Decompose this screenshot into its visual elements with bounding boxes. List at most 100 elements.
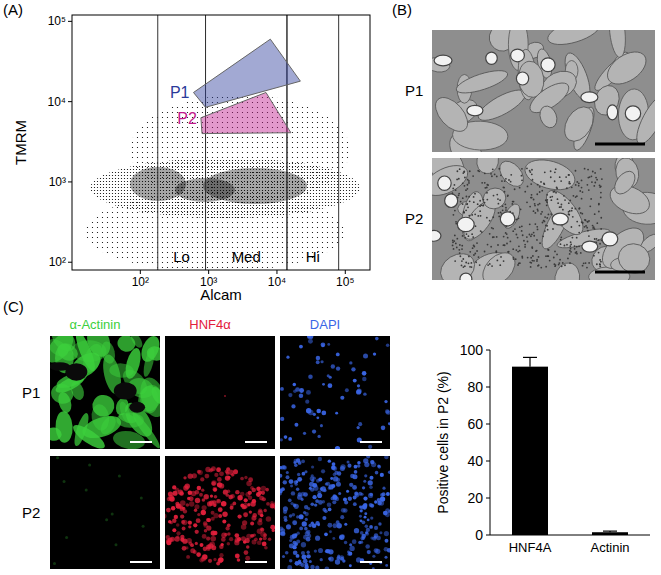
stained-nucleus [375, 549, 380, 554]
granule [567, 257, 569, 259]
granule [490, 173, 492, 175]
cell [611, 167, 640, 197]
stained-nucleus [290, 535, 295, 540]
stained-nucleus [294, 464, 298, 468]
category-label: HNF4A [509, 540, 552, 555]
stained-nucleus [299, 514, 304, 519]
stained-nucleus [363, 354, 368, 359]
granule [568, 213, 570, 215]
stained-nucleus [344, 523, 347, 526]
stained-nucleus [360, 541, 363, 544]
stained-nucleus [374, 500, 377, 503]
granule [573, 195, 575, 197]
granule [465, 189, 467, 191]
stained-nucleus [303, 511, 306, 514]
panel-label: (B) [392, 1, 412, 18]
stained-nucleus [183, 485, 188, 490]
granule [482, 205, 484, 207]
stained-nucleus [188, 474, 193, 479]
stained-nucleus [284, 518, 288, 522]
granule [550, 196, 552, 198]
stained-nucleus [388, 422, 390, 425]
stained-nucleus [351, 367, 355, 371]
stained-nucleus [348, 552, 352, 556]
rounded-cell [581, 92, 598, 103]
granule [582, 222, 584, 224]
stained-nucleus [291, 491, 295, 495]
x-axis-label: Alcam [200, 286, 242, 303]
stained-nucleus [346, 490, 349, 493]
stained-nucleus [217, 477, 222, 482]
granule [547, 229, 549, 231]
stained-nucleus [221, 501, 227, 507]
stained-nucleus [316, 416, 319, 419]
stained-nucleus [294, 423, 298, 427]
y-axis-label: TMRM [12, 120, 29, 165]
scale-bar [360, 441, 382, 443]
granule [586, 221, 588, 223]
granule [465, 262, 467, 264]
granule [521, 225, 523, 227]
granule [529, 223, 531, 225]
granule [530, 257, 532, 259]
image-background [280, 456, 390, 569]
stained-nucleus [362, 377, 366, 381]
granule [593, 255, 595, 257]
faint-signal [140, 497, 143, 500]
stained-nucleus [223, 490, 228, 495]
stained-nucleus [364, 474, 367, 477]
figure: (A)(B)(C)LoMedHiP1P210²10³10⁴10⁵10²10³10… [0, 0, 661, 575]
granule [480, 204, 482, 206]
stained-nucleus [289, 559, 292, 562]
stained-nucleus [189, 501, 194, 506]
granule [507, 251, 509, 253]
granule [532, 179, 534, 181]
granule [481, 182, 483, 184]
granule [486, 199, 488, 201]
stained-nucleus [335, 446, 340, 449]
y-tick-label: 10⁵ [48, 14, 66, 28]
granule [569, 245, 571, 247]
granule [521, 175, 523, 177]
faint-signal [111, 512, 114, 515]
granule [554, 171, 556, 173]
stained-nucleus [166, 535, 170, 539]
granule [492, 216, 494, 218]
stained-nucleus [329, 530, 332, 533]
stained-nucleus [264, 546, 268, 550]
y-tick-label: 10⁴ [47, 95, 66, 109]
granule [471, 233, 473, 235]
granule [471, 214, 473, 216]
granule [556, 187, 558, 189]
rounded-cell [486, 52, 498, 64]
granule [533, 260, 535, 262]
granule [568, 183, 570, 185]
granule [576, 181, 578, 183]
granule [564, 245, 566, 247]
granule [600, 192, 602, 194]
granule [519, 250, 521, 252]
stained-nucleus [307, 507, 310, 510]
stained-nucleus [386, 492, 390, 496]
stained-nucleus [176, 523, 180, 527]
gate-line [286, 15, 287, 270]
y-tick-label: 100 [460, 342, 484, 358]
granule [480, 230, 482, 232]
granule [578, 225, 580, 227]
granule [543, 183, 545, 185]
granule [504, 191, 506, 193]
granule [599, 266, 601, 268]
stained-nucleus [286, 475, 290, 479]
stained-nucleus [382, 492, 386, 496]
stained-nucleus [170, 537, 175, 542]
stained-nucleus [303, 559, 308, 564]
granule [490, 246, 492, 248]
stained-nucleus [366, 456, 370, 458]
faint-signal [53, 562, 56, 565]
granule [465, 209, 467, 211]
granule [459, 168, 461, 170]
stained-nucleus [372, 567, 375, 569]
granule [469, 251, 471, 253]
stained-nucleus [188, 525, 191, 528]
granule [466, 196, 468, 198]
